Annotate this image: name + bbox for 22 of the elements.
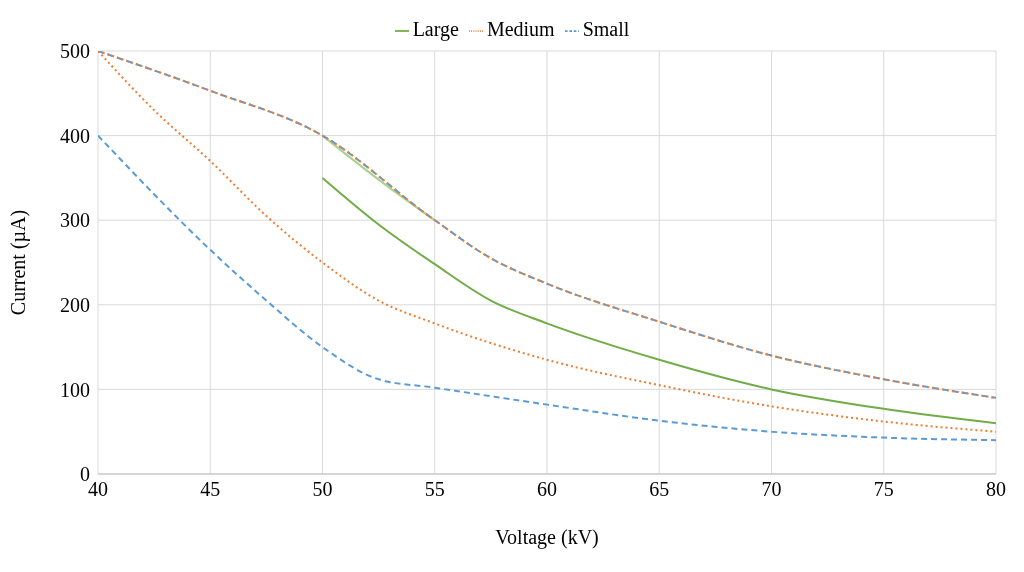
- x-tick-label: 40: [88, 478, 108, 501]
- y-tick-label: 300: [60, 209, 90, 232]
- line-series: [98, 134, 996, 442]
- y-tick-label: 200: [60, 293, 90, 316]
- x-tick-label: 50: [312, 478, 333, 501]
- line-series: [321, 176, 996, 425]
- y-tick-label: 100: [60, 378, 90, 401]
- y-tick-label: 500: [60, 40, 90, 63]
- x-tick-label: 75: [873, 478, 894, 501]
- y-axis-title: Current (µA): [7, 209, 31, 316]
- legend-label: Large: [412, 18, 459, 40]
- x-tick-label: 60: [537, 478, 557, 501]
- x-tick-label: 65: [649, 478, 670, 501]
- x-tick-label: 45: [200, 478, 221, 501]
- x-tick-label: 80: [986, 478, 1006, 501]
- legend-label: Medium: [486, 18, 555, 40]
- y-tick-label: 400: [60, 124, 90, 147]
- legend-label: Small: [582, 18, 630, 40]
- y-tick-label: 0: [80, 463, 90, 486]
- x-axis-title: Voltage (kV): [495, 526, 599, 549]
- x-tick-label: 55: [424, 478, 445, 501]
- x-tick-label: 70: [761, 478, 782, 501]
